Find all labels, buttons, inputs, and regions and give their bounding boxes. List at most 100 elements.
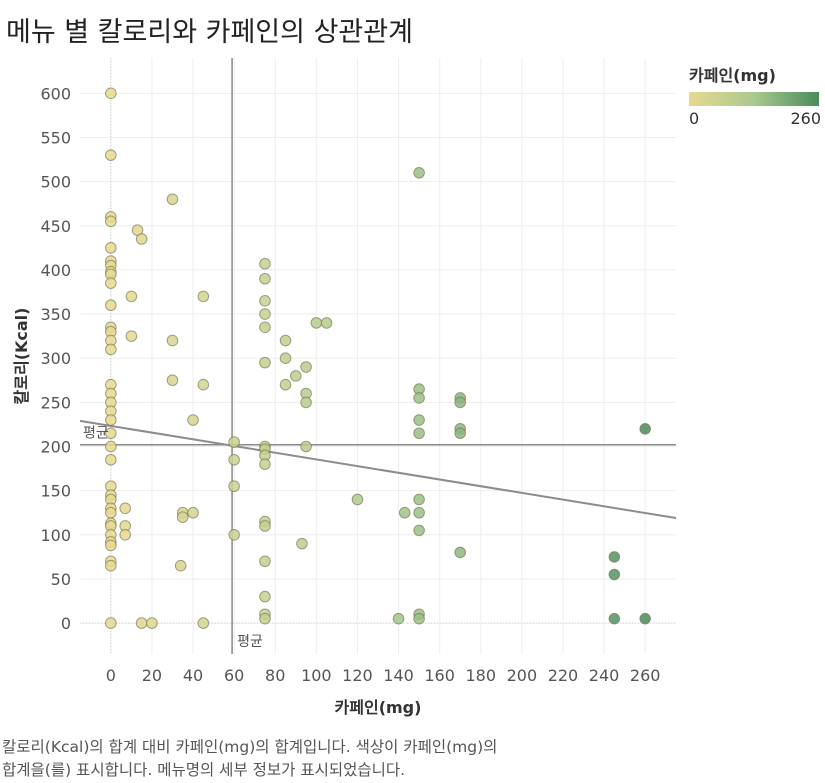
legend-title: 카페인(mg) bbox=[689, 66, 776, 85]
data-point bbox=[176, 511, 189, 523]
caption-line-1: 칼로리(Kcal)의 합계 대비 카페인(mg)의 합계입니다. 색상이 카페인… bbox=[2, 738, 498, 756]
data-point bbox=[300, 396, 312, 409]
chart-title: 메뉴 별 칼로리와 카페인의 상관관계 bbox=[6, 17, 413, 48]
data-point bbox=[135, 617, 148, 629]
data-point bbox=[259, 555, 271, 568]
y-tick-label: 550 bbox=[40, 128, 71, 147]
y-tick-label: 500 bbox=[40, 173, 71, 192]
data-point bbox=[228, 453, 240, 466]
data-point bbox=[289, 370, 302, 382]
data-point bbox=[454, 396, 467, 409]
data-point bbox=[413, 166, 425, 179]
legend-min-label: 0 bbox=[689, 109, 700, 128]
x-tick-label: 40 bbox=[183, 666, 203, 685]
x-tick-label: 120 bbox=[342, 666, 373, 685]
data-point bbox=[125, 330, 138, 342]
data-point bbox=[310, 317, 323, 329]
data-point bbox=[197, 617, 210, 629]
data-point bbox=[259, 257, 271, 270]
data-points bbox=[105, 87, 651, 629]
data-point bbox=[639, 612, 651, 625]
x-tick-label: 200 bbox=[507, 666, 538, 685]
data-point bbox=[228, 480, 240, 493]
data-point bbox=[300, 440, 312, 453]
x-axis-ticks: 0 20 40 60 80 100 120 140 160 180 200 220 240 260 bbox=[106, 666, 661, 685]
y-tick-label: 250 bbox=[40, 393, 71, 412]
y-tick-label: 600 bbox=[40, 84, 71, 103]
data-point bbox=[296, 537, 308, 550]
data-point bbox=[105, 453, 117, 466]
x-tick-label: 80 bbox=[265, 666, 285, 685]
y-tick-label: 200 bbox=[40, 438, 71, 457]
y-tick-label: 350 bbox=[40, 305, 71, 324]
data-point bbox=[413, 493, 425, 506]
data-point bbox=[166, 374, 179, 387]
data-point bbox=[105, 539, 117, 552]
data-point bbox=[105, 299, 117, 312]
x-tick-label: 0 bbox=[106, 666, 116, 685]
x-tick-label: 220 bbox=[548, 666, 579, 685]
data-point bbox=[259, 590, 271, 603]
data-point bbox=[105, 277, 117, 289]
data-point bbox=[279, 352, 292, 365]
y-tick-label: 150 bbox=[40, 482, 71, 501]
data-point bbox=[413, 612, 425, 625]
data-point bbox=[228, 529, 240, 541]
data-point bbox=[639, 423, 651, 435]
chart-caption: 칼로리(Kcal)의 합계 대비 카페인(mg)의 합계입니다. 색상이 카페인… bbox=[2, 736, 822, 782]
data-point bbox=[454, 546, 467, 559]
data-point bbox=[166, 193, 179, 206]
data-point bbox=[105, 87, 117, 100]
reference-lines bbox=[80, 58, 676, 654]
x-tick-label: 160 bbox=[424, 666, 455, 685]
data-point bbox=[279, 334, 292, 347]
data-point bbox=[413, 524, 425, 537]
data-point bbox=[166, 334, 179, 347]
x-axis-label: 카페인(mg) bbox=[335, 698, 422, 717]
data-point bbox=[187, 414, 199, 426]
x-tick-label: 240 bbox=[589, 666, 620, 685]
data-point bbox=[119, 529, 132, 541]
legend-gradient-bar bbox=[689, 92, 819, 106]
data-point bbox=[398, 506, 411, 519]
data-point bbox=[413, 414, 425, 426]
data-point bbox=[259, 272, 271, 285]
x-average-label: 평균 bbox=[237, 634, 263, 650]
data-point bbox=[125, 290, 138, 303]
y-axis-ticks: 0 50 100 150 200 250 300 350 400 450 500 550 600 bbox=[40, 84, 71, 633]
x-tick-label: 60 bbox=[224, 666, 244, 685]
data-point bbox=[105, 427, 117, 440]
data-point bbox=[105, 343, 117, 356]
legend-max-label: 260 bbox=[790, 109, 821, 128]
trend-line bbox=[79, 419, 677, 520]
data-point bbox=[105, 215, 117, 228]
data-point bbox=[119, 502, 132, 515]
data-point bbox=[259, 520, 271, 532]
data-point bbox=[351, 493, 364, 506]
y-tick-label: 400 bbox=[40, 261, 71, 280]
x-tick-label: 140 bbox=[383, 666, 414, 685]
data-point bbox=[105, 242, 117, 254]
x-tick-label: 260 bbox=[630, 666, 661, 685]
data-point bbox=[608, 568, 621, 581]
y-average-label: 평균 bbox=[83, 426, 109, 442]
y-axis-label: 칼로리(Kcal) bbox=[12, 308, 31, 405]
data-point bbox=[146, 617, 158, 629]
data-point bbox=[197, 378, 210, 391]
x-tick-label: 180 bbox=[465, 666, 496, 685]
data-point bbox=[105, 506, 117, 519]
data-point bbox=[259, 612, 271, 625]
data-point bbox=[413, 427, 425, 440]
data-point bbox=[105, 414, 117, 426]
y-tick-label: 450 bbox=[40, 217, 71, 236]
y-tick-label: 0 bbox=[61, 614, 71, 633]
data-point bbox=[413, 392, 425, 404]
data-point bbox=[197, 290, 210, 303]
x-tick-label: 100 bbox=[301, 666, 332, 685]
data-point bbox=[105, 440, 117, 453]
data-point bbox=[259, 295, 271, 307]
y-tick-label: 100 bbox=[40, 526, 71, 545]
data-point bbox=[259, 356, 271, 369]
data-point bbox=[105, 559, 117, 572]
